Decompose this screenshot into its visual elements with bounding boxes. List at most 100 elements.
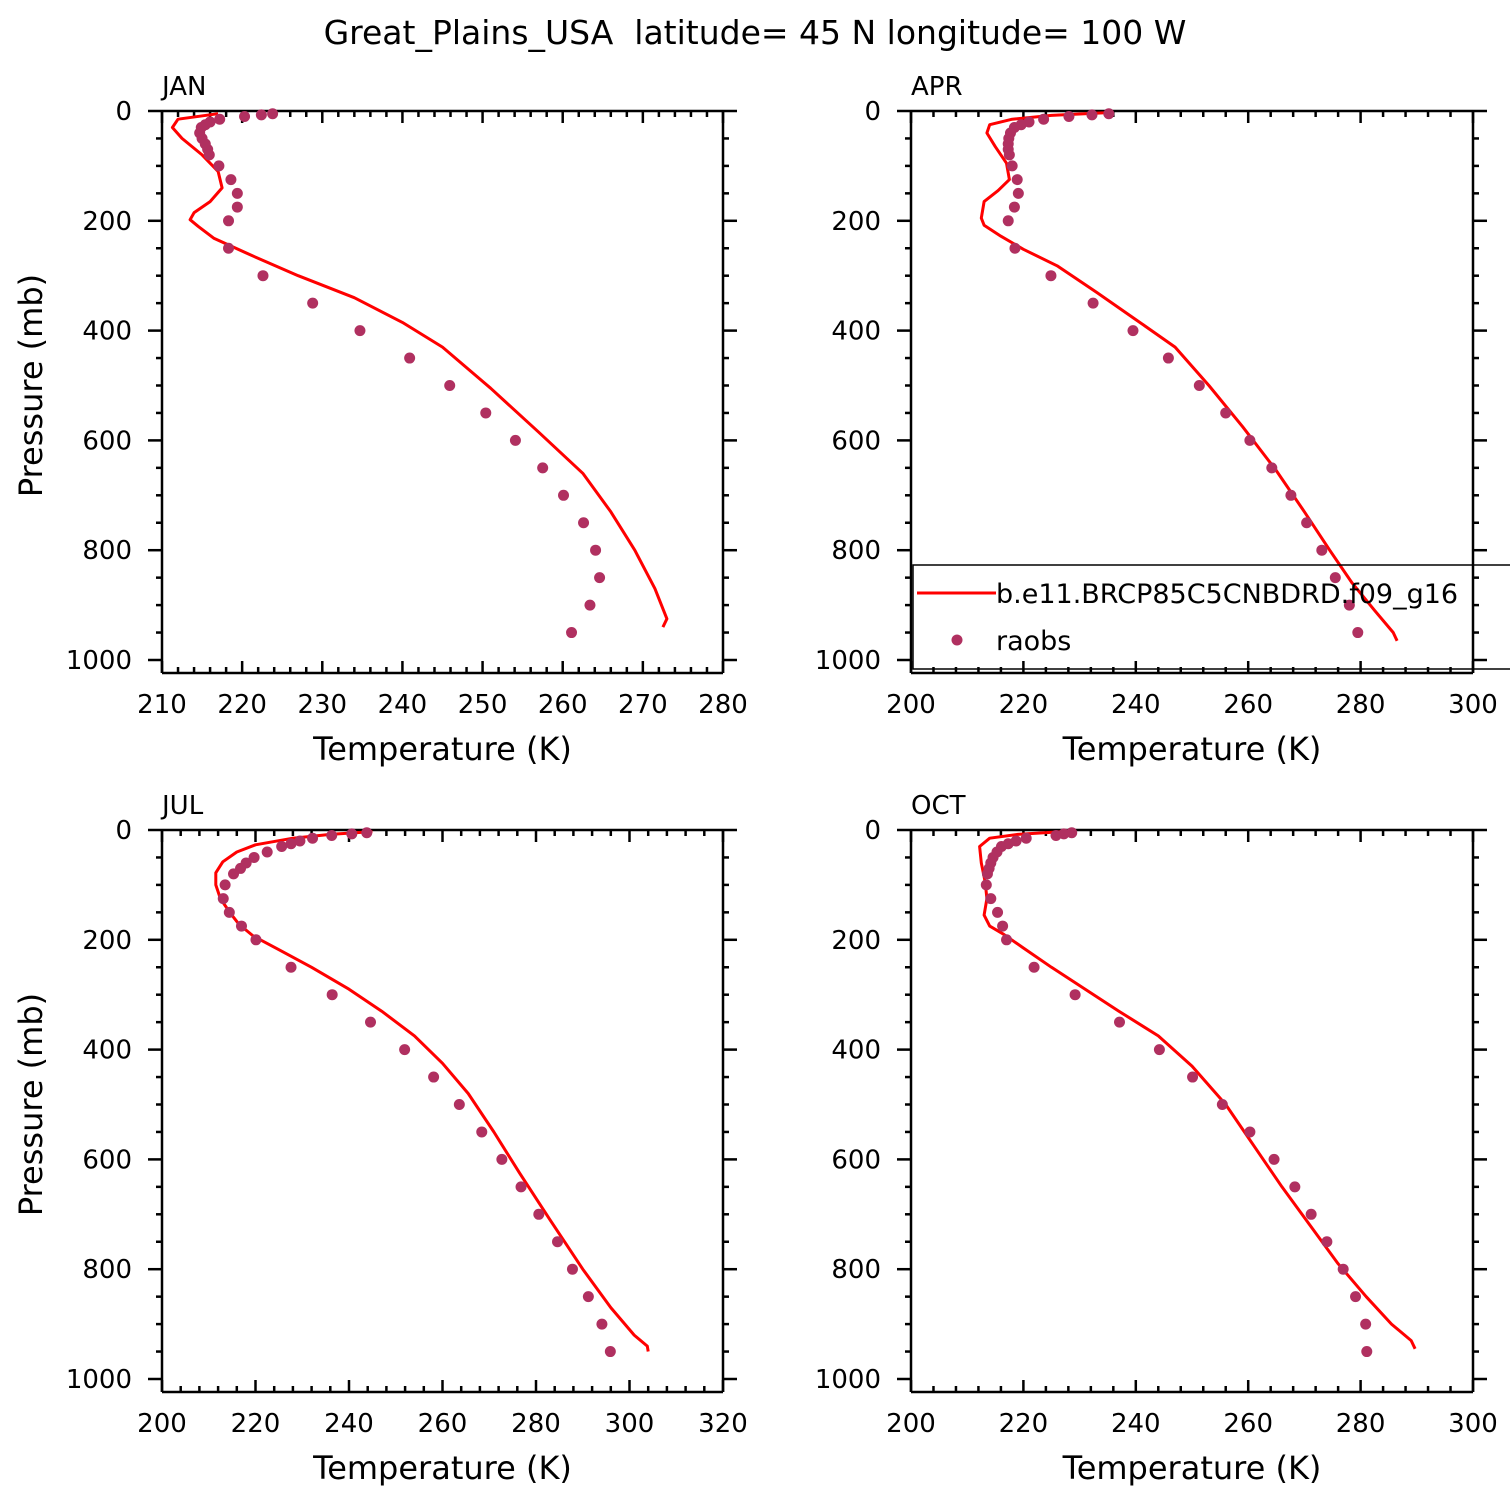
raobs-point (992, 906, 1004, 918)
x-tick-label: 260 (538, 690, 588, 720)
x-tick-label: 200 (886, 690, 936, 720)
raobs-point (294, 835, 306, 847)
raobs-point (276, 840, 288, 852)
legend-label-model: b.e11.BRCP85C5CNBDRD.f09_g16 (996, 579, 1458, 610)
raobs-point (1350, 1291, 1362, 1303)
y-tick-label: 400 (831, 1036, 881, 1066)
x-tick-label: 300 (1448, 1409, 1498, 1439)
raobs-point (326, 829, 338, 841)
raobs-point (1038, 113, 1050, 125)
raobs-point (1069, 989, 1081, 1001)
x-axis-label: Temperature (K) (1062, 1449, 1322, 1487)
x-tick-label: 240 (1111, 690, 1161, 720)
raobs-point (1153, 1044, 1165, 1056)
y-tick-label: 1000 (815, 646, 881, 676)
y-tick-label: 200 (831, 926, 881, 956)
raobs-point (590, 544, 602, 556)
raobs-point (1361, 1346, 1373, 1358)
raobs-point (261, 846, 273, 858)
x-tick-label: 270 (618, 690, 668, 720)
raobs-point (1244, 434, 1256, 446)
raobs-point (213, 160, 225, 172)
raobs-point (1020, 832, 1032, 844)
raobs-point (1050, 829, 1062, 841)
raobs-point (584, 599, 596, 611)
raobs-point (346, 828, 358, 840)
raobs-point (235, 920, 247, 932)
raobs-point (1001, 934, 1013, 946)
raobs-point (1244, 1126, 1256, 1138)
raobs-point (1114, 1016, 1126, 1028)
raobs-point (1063, 110, 1075, 122)
x-axis-label: Temperature (K) (312, 730, 572, 768)
y-tick-label: 800 (82, 1255, 132, 1285)
y-tick-label: 600 (82, 1145, 132, 1175)
legend-label-raobs: raobs (996, 626, 1071, 657)
raobs-point (365, 1016, 377, 1028)
x-tick-label: 220 (999, 690, 1049, 720)
raobs-point (537, 462, 549, 474)
raobs-point (1008, 201, 1020, 213)
y-tick-label: 1000 (66, 646, 132, 676)
raobs-point (596, 1318, 608, 1330)
raobs-point (1045, 270, 1057, 282)
raobs-point (476, 1126, 488, 1138)
x-tick-label: 220 (231, 1409, 281, 1439)
raobs-point (1316, 544, 1328, 556)
panel-title: JAN (160, 72, 206, 102)
raobs-point (361, 827, 373, 839)
raobs-point (219, 879, 231, 891)
raobs-point (997, 920, 1009, 932)
raobs-point (533, 1208, 545, 1220)
raobs-point (399, 1044, 411, 1056)
raobs-point (428, 1071, 440, 1083)
legend-box (912, 564, 1510, 670)
panels: 210 220 230 240 250 260 270 280 0 200 400 600 800 100… (12, 72, 1498, 1487)
raobs-point (1321, 1236, 1333, 1248)
y-tick-label: 800 (831, 1255, 881, 1285)
raobs-point (1028, 961, 1040, 973)
raobs-point (981, 868, 993, 880)
raobs-point (1343, 599, 1355, 611)
raobs-point (267, 108, 279, 120)
raobs-point (1009, 242, 1021, 254)
model-profile-line (978, 830, 1417, 1350)
x-tick-label: 260 (1223, 1409, 1273, 1439)
y-tick-label: 400 (82, 1036, 132, 1066)
raobs-point (1337, 1263, 1349, 1275)
model-profile-line (979, 111, 1399, 642)
raobs-point (1289, 1181, 1301, 1193)
x-tick-label: 240 (1111, 1409, 1161, 1439)
raobs-point (480, 407, 492, 419)
raobs-point (1352, 627, 1364, 639)
y-axis-label: Pressure (mb) (12, 274, 50, 497)
raobs-point (250, 934, 262, 946)
raobs-point (214, 113, 226, 125)
raobs-point (354, 325, 366, 337)
raobs-point (985, 893, 997, 905)
y-tick-label: 1000 (815, 1365, 881, 1395)
raobs-point (225, 174, 237, 186)
x-tick-label: 280 (698, 690, 748, 720)
x-axis-label: Temperature (K) (1062, 730, 1322, 768)
raobs-point (203, 149, 215, 161)
panel-title: APR (911, 72, 963, 102)
raobs-point (231, 187, 243, 199)
raobs-point (285, 961, 297, 973)
x-tick-label: 280 (1336, 1409, 1386, 1439)
raobs-point (307, 832, 319, 844)
raobs-point (255, 109, 267, 121)
raobs-point (1360, 1318, 1372, 1330)
raobs-point (444, 380, 456, 391)
raobs-point (239, 110, 251, 122)
panel-jan: 210 220 230 240 250 260 270 280 0 200 400 600 800 100… (12, 72, 748, 768)
x-tick-label: 240 (378, 690, 428, 720)
raobs-point (552, 1236, 564, 1248)
x-tick-label: 230 (297, 690, 347, 720)
raobs-point (582, 1291, 594, 1303)
x-tick-label: 240 (324, 1409, 374, 1439)
y-tick-label: 600 (82, 426, 132, 456)
raobs-point (1216, 1099, 1228, 1110)
